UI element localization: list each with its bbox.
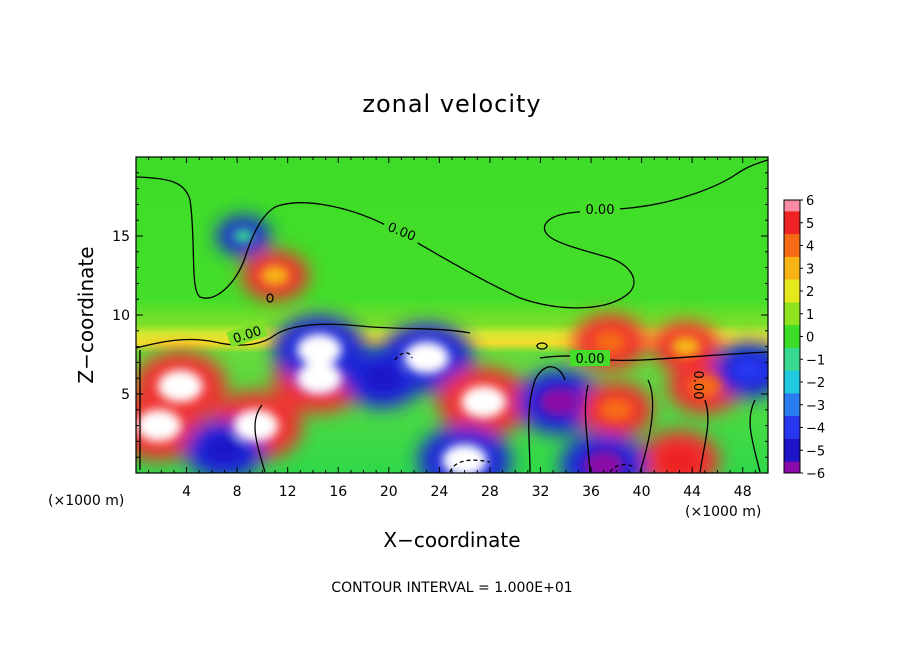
colorbar-tick-label: 3 (806, 262, 814, 277)
field-core (461, 385, 507, 418)
x-tick-label: 8 (233, 484, 242, 500)
colorbar-swatch (784, 336, 800, 349)
field-core (205, 436, 244, 463)
x-unit-label-right: (×1000 m) (685, 504, 761, 520)
colorbar-swatch (784, 211, 800, 224)
colorbar-tick-label: 6 (806, 194, 814, 209)
colorbar-swatch (784, 291, 800, 303)
x-tick-label: 36 (582, 484, 600, 500)
y-tick-label: 15 (112, 229, 130, 245)
x-tick-label: 32 (532, 484, 550, 500)
x-tick-label: 48 (734, 484, 752, 500)
y-tick-label: 5 (121, 387, 130, 403)
plot-area: 0.00 0.00 0.00 0.00 0.00 (136, 157, 768, 473)
colorbar-swatch (784, 256, 800, 269)
x-tick-label: 4 (182, 484, 191, 500)
field-core (233, 409, 279, 442)
colorbar-swatch (784, 393, 800, 406)
colorbar-swatch (784, 438, 800, 451)
colorbar: 6 5 4 3 2 1 0 −1 −2 −3 −4 −5 −6 (783, 194, 825, 482)
field-core (599, 398, 633, 422)
field-core (688, 374, 722, 398)
x-tick-label: 28 (481, 484, 499, 500)
field-core (136, 409, 182, 442)
x-tick-label: 20 (380, 484, 398, 500)
colorbar-swatch (784, 234, 800, 246)
colorbar-tick-label: 5 (806, 217, 814, 232)
field-core (593, 330, 627, 354)
contour-lines (136, 159, 768, 473)
colorbar-swatch (784, 245, 800, 258)
x-tick-label: 24 (430, 484, 448, 500)
colorbar-swatch (784, 359, 800, 372)
field-core (404, 341, 450, 374)
y-ticks: 5 10 15 (112, 172, 768, 458)
colorbar-swatch (784, 200, 800, 212)
x-ticks: 4 8 12 16 20 24 28 32 36 40 44 48 (148, 157, 756, 500)
colorbar-swatch (784, 404, 800, 417)
colorbar-tick-label: 4 (806, 240, 814, 255)
field-core (583, 450, 625, 473)
field-core (671, 336, 701, 357)
colorbar-swatch (784, 302, 800, 315)
contour-interval-note: CONTOUR INTERVAL = 1.000E+01 (331, 580, 572, 596)
x-unit-label-left: (×1000 m) (48, 493, 124, 509)
x-tick-label: 40 (633, 484, 651, 500)
field-core (538, 387, 581, 417)
colorbar-swatch (784, 370, 800, 383)
colorbar-tick-label: −4 (806, 422, 825, 437)
colorbar-tick-label: 2 (806, 285, 814, 300)
colorbar-swatch (784, 461, 800, 474)
x-axis-title: X−coordinate (383, 528, 520, 552)
field-core (660, 447, 699, 473)
x-tick-label: 12 (279, 484, 297, 500)
y-axis-title: Z−coordinate (74, 246, 98, 383)
colorbar-swatch (784, 268, 800, 281)
contour-label: 0.00 (576, 352, 605, 367)
colorbar-swatch (784, 325, 800, 337)
contour-label: 0.00 (690, 371, 705, 400)
colorbar-swatch (784, 279, 800, 292)
y-tick-label: 10 (112, 308, 130, 324)
colorbar-swatch (784, 427, 800, 440)
x-tick-label: 44 (683, 484, 701, 500)
colorbar-tick-label: 1 (806, 308, 814, 323)
field-core (232, 228, 255, 244)
field-core (296, 362, 342, 395)
colorbar-swatch (784, 313, 800, 326)
field-core (732, 358, 766, 383)
colorbar-swatch (784, 382, 800, 394)
field-core (157, 370, 203, 403)
colorbar-tick-label: −1 (806, 353, 825, 368)
contour-label: 0.00 (586, 203, 615, 218)
colorbar-tick-label: 0 (806, 331, 814, 346)
colorbar-swatch (784, 416, 800, 428)
field-core (442, 444, 488, 473)
colorbar-tick-label: −5 (806, 444, 825, 459)
x-tick-label: 16 (329, 484, 347, 500)
colorbar-tick-label: −2 (806, 376, 825, 391)
colorbar-tick-label: −3 (806, 399, 825, 414)
field-core (260, 265, 290, 286)
colorbar-tick-label: −6 (806, 467, 825, 482)
colorbar-swatch (784, 347, 800, 360)
field-core (363, 365, 402, 392)
chart-title: zonal velocity (362, 90, 541, 118)
colorbar-swatch (784, 222, 800, 235)
field-core (296, 333, 342, 366)
colorbar-swatch (784, 450, 800, 463)
